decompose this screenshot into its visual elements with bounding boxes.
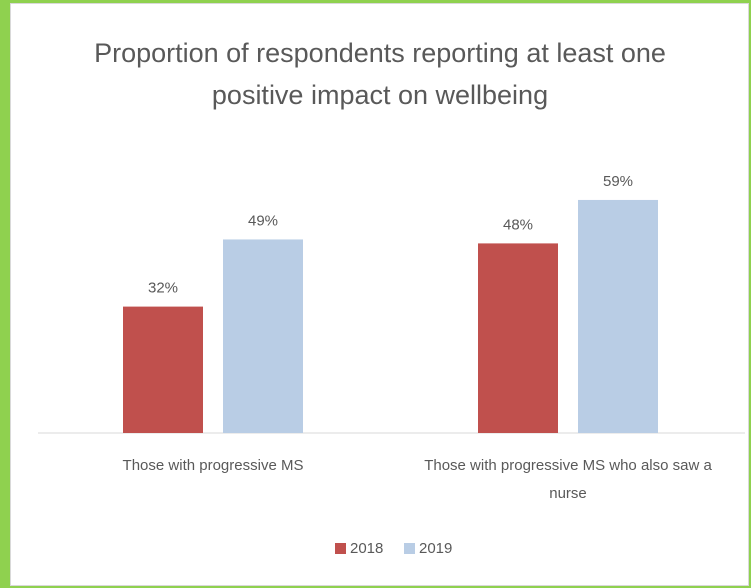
legend-label: 2019 [419,540,452,557]
legend-label: 2018 [350,540,383,557]
bar [478,243,558,433]
data-label: 32% [148,280,178,297]
x-tick-label: Those with progressive MS who also saw a… [424,457,712,502]
x-tick-label: Those with progressive MS [122,457,304,474]
bar [123,306,203,433]
data-label: 49% [248,212,278,229]
data-label: 59% [603,173,633,190]
data-label: 48% [503,216,533,233]
chart-title: Proportion of respondents reporting at l… [94,38,666,110]
legend-swatch [404,543,415,554]
bar [578,199,658,433]
legend-swatch [335,543,346,554]
bar [223,239,303,433]
